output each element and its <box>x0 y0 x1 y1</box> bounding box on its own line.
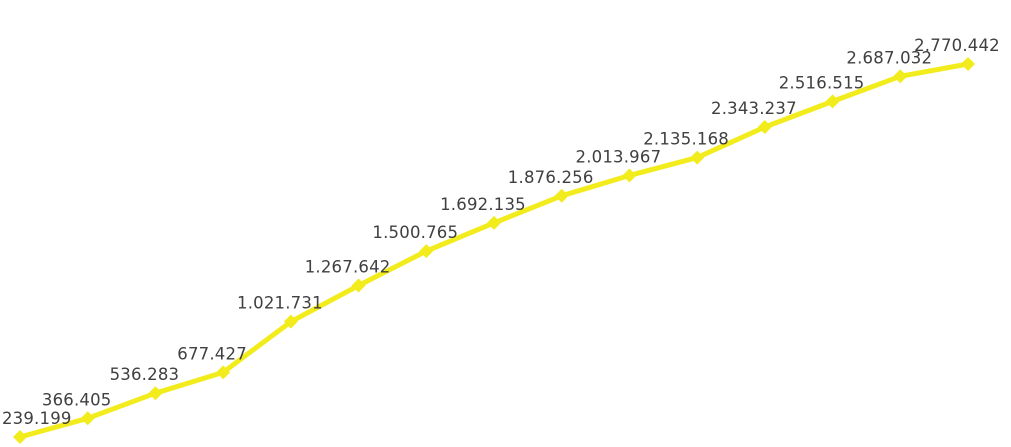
data-label: 366.405 <box>42 390 112 409</box>
data-label: 677.427 <box>177 344 247 363</box>
data-point-marker <box>690 150 705 165</box>
data-label: 1.021.731 <box>237 294 323 313</box>
data-point-marker <box>80 411 95 426</box>
data-point-marker <box>622 168 637 183</box>
data-label: 2.135.168 <box>643 130 729 149</box>
data-point-marker <box>419 244 434 259</box>
data-label: 2.770.442 <box>914 36 1000 55</box>
data-point-marker <box>283 314 298 329</box>
data-point-marker <box>961 57 975 71</box>
data-label: 2.516.515 <box>779 73 865 92</box>
data-point-marker <box>757 119 772 134</box>
data-label: 1.500.765 <box>372 223 458 242</box>
data-label: 536.283 <box>110 365 180 384</box>
data-point-marker <box>487 215 501 230</box>
data-label: 1.267.642 <box>305 258 391 277</box>
data-point-marker <box>216 365 231 380</box>
data-point-marker <box>825 94 840 109</box>
series-group <box>13 57 975 444</box>
data-point-marker <box>554 188 569 203</box>
data-label: 1.692.135 <box>440 195 526 214</box>
data-label: 2.687.032 <box>846 48 932 67</box>
data-point-marker <box>148 386 163 401</box>
data-label: 2.013.967 <box>576 148 662 167</box>
data-label: 239.199 <box>2 409 72 428</box>
data-point-marker <box>13 430 27 444</box>
data-point-marker <box>893 69 908 84</box>
data-point-marker <box>351 278 366 293</box>
data-label: 1.876.256 <box>508 168 594 187</box>
data-label: 2.343.237 <box>711 99 797 118</box>
